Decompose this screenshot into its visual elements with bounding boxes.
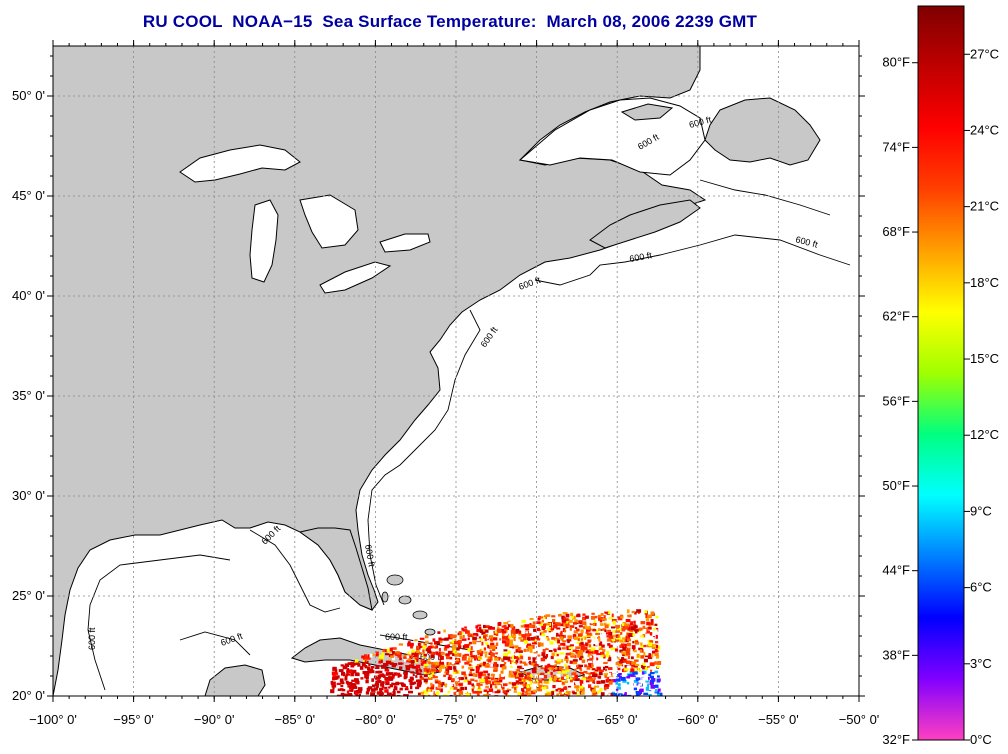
lat-label-3: 35° 0' [12,388,45,403]
colorbar-label-f-3: 62°F [882,309,910,324]
longitude-labels: −100° 0' −95° 0' −90° 0' −85° 0' −80° 0' −75°… [29,712,879,727]
lon-label-8: −60° 0' [678,712,719,727]
lon-label-2: −90° 0' [194,712,235,727]
lat-label-0: 50° 0' [12,88,45,103]
colorbar-label-c-9: 0°C [970,732,992,747]
colorbar-label-f-2: 68°F [882,224,910,239]
lon-label-0: −100° 0' [29,712,77,727]
lon-label-4: −80° 0' [355,712,396,727]
anticosti-island [620,103,674,121]
colorbar-label-c-5: 12°C [970,427,999,442]
latitude-labels: 50° 0' 45° 0' 40° 0' 35° 0' 30° 0' 25° 0' 20° … [12,88,45,703]
colorbar-label-f-8: 32°F [882,732,910,747]
colorbar-label-f-6: 44°F [882,563,910,578]
colorbar-ticks [912,53,970,741]
lon-label-9: −55° 0' [758,712,799,727]
colorbar-label-c-2: 21°C [970,199,999,214]
colorbar-label-f-1: 74°F [882,139,910,154]
sst-data-swath [330,609,663,696]
colorbar-label-c-1: 24°C [970,122,999,137]
colorbar-label-f-5: 50°F [882,478,910,493]
colorbar-label-c-0: 27°C [970,46,999,61]
colorbar-label-f-4: 56°F [882,393,910,408]
map-title: RU COOL NOAA−15 Sea Surface Temperature:… [142,12,758,31]
contour-label-6: 600 ft [363,544,377,568]
map-plot-area: 600 ft 600 ft 600 ft 600 ft 600 ft 600 f… [53,46,859,696]
colorbar-label-f-7: 38°F [882,647,910,662]
lake-superior [179,144,301,183]
contour-label-2: 600 ft [629,250,653,264]
colorbar-fahrenheit-labels: 80°F 74°F 68°F 62°F 56°F 50°F 44°F 38°F 32°F [882,55,910,747]
lon-label-1: −95° 0' [113,712,154,727]
colorbar-celsius-labels: 27°C 24°C 21°C 18°C 15°C 12°C 9°C 6°C 3°C 0°C [970,46,999,747]
lon-label-10: −50° 0' [839,712,880,727]
lon-label-6: −70° 0' [516,712,557,727]
contour-label-8: 600 ft [87,627,97,650]
isobath-600ft [87,179,851,691]
axis-ticks [47,40,865,702]
bahamas-islands [381,574,436,636]
lat-label-2: 40° 0' [12,288,45,303]
colorbar-label-c-3: 18°C [970,275,999,290]
land-yucatan [204,664,266,696]
colorbar-label-c-4: 15°C [970,351,999,366]
colorbar-label-c-8: 3°C [970,656,992,671]
lat-label-4: 30° 0' [12,488,45,503]
lake-huron [299,194,359,249]
lake-erie [319,261,392,294]
lat-label-5: 25° 0' [12,588,45,603]
lon-label-7: −65° 0' [597,712,638,727]
lon-label-5: −75° 0' [436,712,477,727]
colorbar [917,5,965,741]
colorbar-label-c-7: 6°C [970,580,992,595]
lat-label-1: 45° 0' [12,188,45,203]
lon-label-3: −85° 0' [275,712,316,727]
colorbar-label-f-0: 80°F [882,55,910,70]
land-florida [298,527,373,611]
grid-lines [53,46,859,696]
colorbar-label-c-6: 9°C [970,503,992,518]
lake-ontario [379,233,431,253]
lat-label-6: 20° 0' [12,688,45,703]
lake-michigan [249,199,279,283]
contour-label-10: 600 ft [385,632,408,642]
